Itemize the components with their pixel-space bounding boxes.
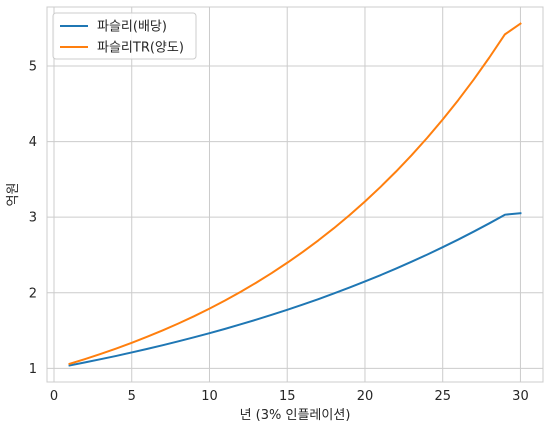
x-tick-label-20: 20 — [357, 389, 374, 404]
series-lines — [68, 22, 522, 367]
series-line-1 — [68, 22, 522, 366]
x-tick-label-0: 0 — [50, 389, 58, 404]
x-tick-label-5: 5 — [128, 389, 136, 404]
y-tick-label-4: 4 — [29, 135, 37, 150]
legend-box — [52, 12, 197, 60]
y-tick-label-5: 5 — [29, 59, 37, 74]
x-tick-label-30: 30 — [512, 389, 529, 404]
y-axis-label: 억원 — [6, 183, 21, 207]
legend: 파슬리(배당) 파슬리TR(양도) — [52, 12, 197, 60]
grid-lines — [47, 7, 543, 382]
legend-label-series-0: 파슬리(배당) — [97, 20, 167, 35]
y-tick-label-2: 2 — [29, 286, 37, 301]
axis-ticks: 0 5 10 15 20 25 30 1 2 3 4 5 — [29, 59, 529, 404]
y-tick-label-1: 1 — [29, 362, 37, 377]
plot-frame — [46, 6, 544, 383]
x-tick-label-15: 15 — [279, 389, 296, 404]
x-tick-label-10: 10 — [201, 389, 218, 404]
x-axis-label: 년 (3% 인플레이션) — [240, 408, 351, 423]
y-tick-label-3: 3 — [29, 211, 37, 226]
series-line-0 — [68, 212, 522, 367]
x-tick-label-25: 25 — [434, 389, 451, 404]
legend-label-series-1: 파슬리TR(양도) — [97, 41, 184, 56]
